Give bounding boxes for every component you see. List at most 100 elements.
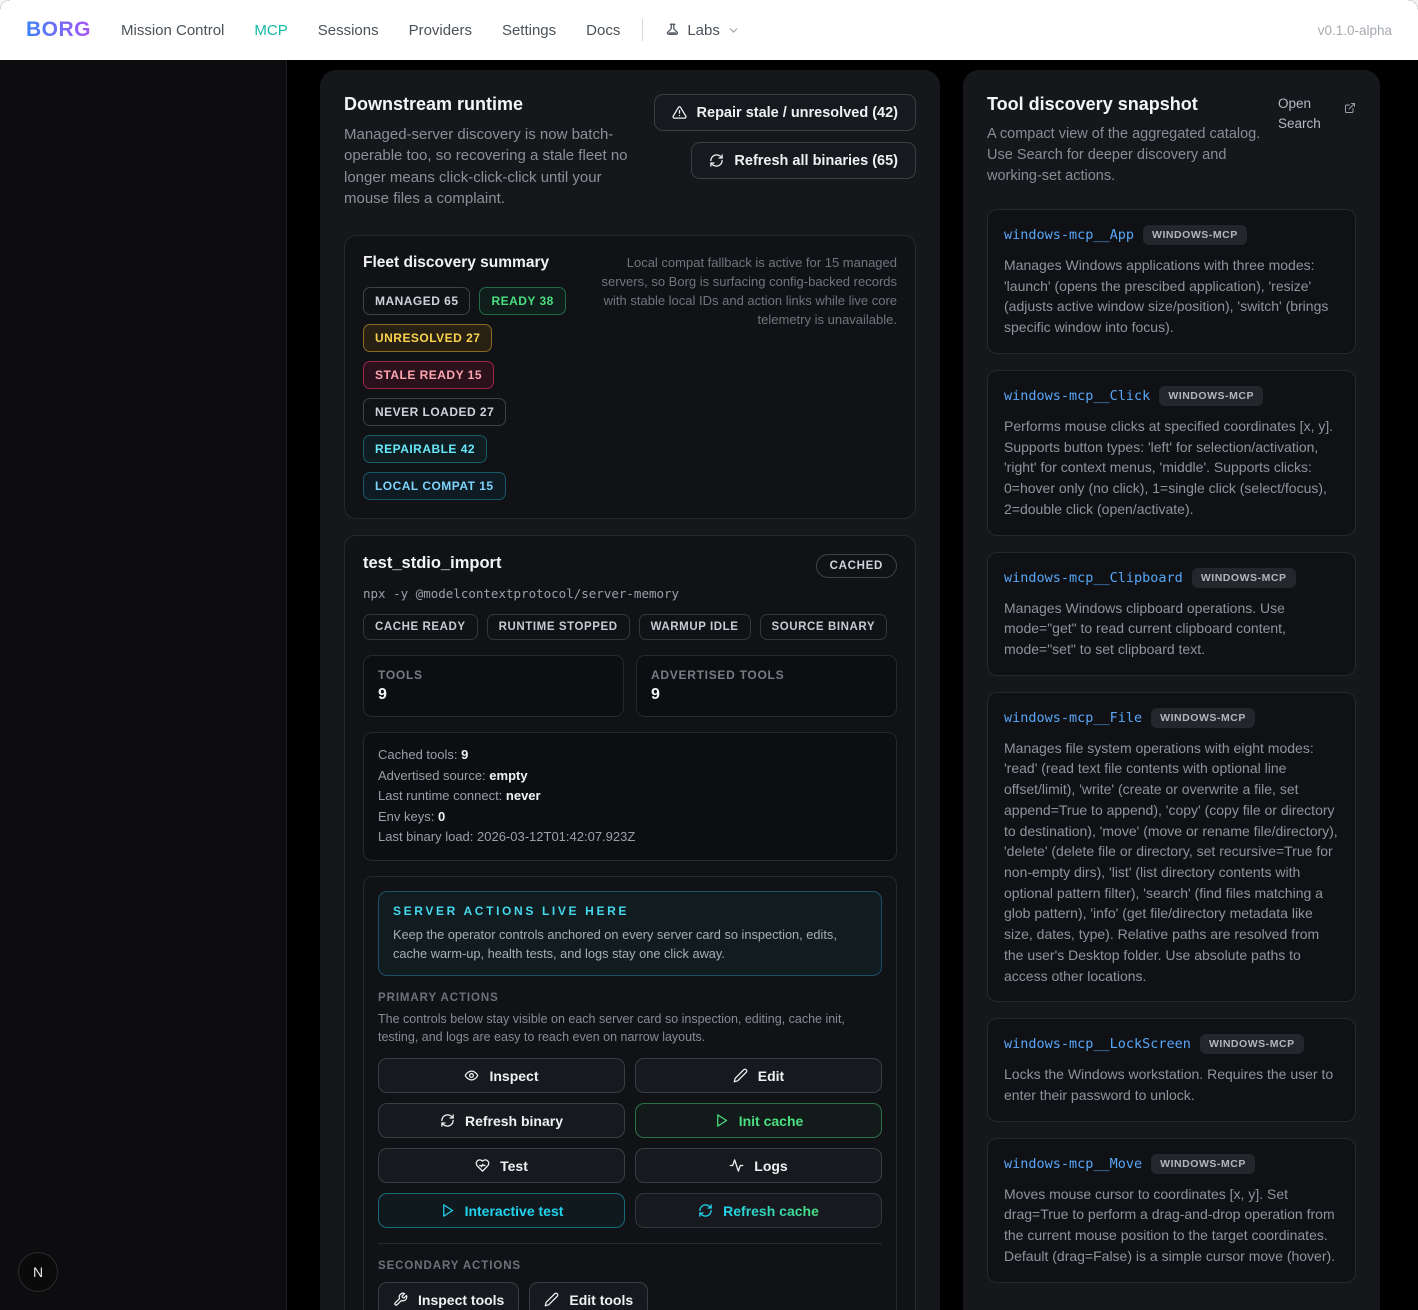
eye-icon [464, 1068, 479, 1083]
detail-value: 0 [437, 808, 446, 824]
nav-item-docs[interactable]: Docs [586, 21, 621, 39]
stat-label: ADVERTISED TOOLS [651, 668, 785, 683]
refresh-cache-button[interactable]: Refresh cache [635, 1193, 882, 1229]
edit-button[interactable]: Edit [635, 1058, 882, 1094]
tool-source-badge: WINDOWS-MCP [1151, 707, 1255, 728]
server-card: test_stdio_import CACHED npx -y @modelco… [344, 535, 916, 1310]
actions-divider [378, 1243, 882, 1245]
button-label: Inspect [489, 1067, 539, 1084]
labs-menu[interactable]: Labs [665, 22, 740, 39]
tool-name[interactable]: windows-mcp__Move [1004, 1155, 1143, 1172]
borg-logo: BORG [26, 18, 91, 41]
primary-actions-label: PRIMARY ACTIONS [378, 992, 499, 1005]
button-label: Inspect tools [418, 1291, 505, 1308]
init-cache-button[interactable]: Init cache [635, 1103, 882, 1139]
alert-triangle-icon [671, 105, 687, 120]
fleet-summary-title: Fleet discovery summary [363, 254, 550, 272]
heart-pulse-icon [475, 1158, 490, 1173]
status-chip-cache-ready: CACHE READY [363, 614, 478, 641]
runtime-actions: Repair stale / unresolved (42) Refresh al… [653, 94, 916, 209]
refresh-icon [709, 153, 724, 168]
inspect-tools-button[interactable]: Inspect tools [378, 1282, 520, 1310]
repair-stale-unresolved-button[interactable]: Repair stale / unresolved (42) [653, 94, 916, 131]
pencil-icon [544, 1292, 559, 1307]
tool-name[interactable]: windows-mcp__File [1004, 709, 1143, 726]
tool-description: Performs mouse clicks at specified coord… [1004, 417, 1334, 517]
tool-card-windows-mcp-lockscreen: windows-mcp__LockScreen WINDOWS-MCP Locks … [987, 1018, 1356, 1122]
refresh-icon [698, 1203, 713, 1218]
button-label: Logs [754, 1157, 788, 1174]
status-chip-warmup-idle: WARMUP IDLE [638, 614, 751, 641]
tool-source-badge: WINDOWS-MCP [1143, 225, 1247, 246]
tool-source-badge: WINDOWS-MCP [1159, 385, 1263, 406]
downstream-description: Managed-server discovery is now batch-op… [344, 126, 628, 207]
inspect-button[interactable]: Inspect [378, 1058, 625, 1094]
fleet-badge-local-compat-15: LOCAL COMPAT 15 [363, 472, 506, 501]
button-label: Interactive test [464, 1202, 564, 1219]
detail-label: Advertised source: [378, 767, 490, 783]
tool-card-windows-mcp-click: windows-mcp__Click WINDOWS-MCP Performs mo… [987, 369, 1356, 536]
avatar[interactable]: N [18, 1252, 58, 1292]
callout-title: SERVER ACTIONS LIVE HERE [393, 903, 630, 918]
fleet-badge-managed-65: MANAGED 65 [363, 287, 471, 316]
fleet-badges: MANAGED 65 READY 38 UNRESOLVED 27 STALE REA… [363, 287, 583, 501]
button-label: Refresh all binaries (65) [734, 152, 898, 169]
pencil-icon [733, 1068, 748, 1083]
status-chip-runtime-stopped: RUNTIME STOPPED [486, 614, 630, 641]
fleet-badge-unresolved-27: UNRESOLVED 27 [363, 324, 493, 353]
stat-label: TOOLS [378, 668, 423, 683]
fleet-badge-never-loaded-27: NEVER LOADED 27 [363, 398, 507, 427]
labs-label: Labs [687, 21, 720, 39]
fleet-summary-card: Fleet discovery summary MANAGED 65 READY … [344, 235, 916, 520]
detail-label: Last binary load: [378, 829, 478, 845]
server-command: npx -y @modelcontextprotocol/server-memo… [363, 586, 680, 602]
stat-box-advertised-tools: ADVERTISED TOOLS 9 [636, 655, 897, 718]
cached-badge: CACHED [815, 554, 897, 579]
button-label: Refresh cache [723, 1202, 819, 1219]
detail-value: 9 [461, 747, 469, 763]
detail-line-advertised-source: Advertised source: empty [378, 766, 882, 787]
nav-item-providers[interactable]: Providers [408, 21, 472, 39]
status-chip-source-binary: SOURCE BINARY [759, 614, 888, 641]
refresh-all-binaries-button[interactable]: Refresh all binaries (65) [691, 142, 916, 179]
detail-line-cached-tools: Cached tools: 9 [378, 745, 882, 766]
logs-button[interactable]: Logs [635, 1148, 882, 1184]
detail-line-env-keys: Env keys: 0 [378, 807, 882, 828]
tool-card-windows-mcp-move: windows-mcp__Move WINDOWS-MCP Moves mouse … [987, 1137, 1356, 1283]
open-search-label: Open Search [1278, 96, 1321, 131]
nav-item-settings[interactable]: Settings [501, 21, 557, 39]
tool-name[interactable]: windows-mcp__App [1004, 227, 1135, 244]
tool-description: Manages Windows applications with three … [1004, 257, 1329, 336]
nav-item-mission-control[interactable]: Mission Control [121, 21, 225, 39]
tool-description: Locks the Windows workstation. Requires … [1004, 1066, 1334, 1104]
server-actions-callout: SERVER ACTIONS LIVE HERE Keep the operat… [378, 890, 882, 977]
tool-description: Moves mouse cursor to coordinates [x, y]… [1004, 1185, 1336, 1264]
downstream-runtime-panel: Downstream runtime Managed-server discov… [320, 70, 940, 1310]
tool-name[interactable]: windows-mcp__Clipboard [1004, 569, 1183, 586]
chevron-down-icon [727, 24, 740, 37]
nav-item-mcp[interactable]: MCP [254, 21, 288, 39]
stat-box-tools: TOOLS 9 [363, 655, 624, 718]
button-label: Init cache [738, 1112, 804, 1129]
nav-item-sessions[interactable]: Sessions [317, 21, 379, 39]
callout-description: Keep the operator controls anchored on e… [393, 926, 837, 962]
button-label: Refresh binary [464, 1112, 564, 1129]
tool-name[interactable]: windows-mcp__Click [1004, 387, 1151, 404]
nav-items: Mission Control MCP Sessions Providers Setti… [121, 22, 620, 39]
edit-tools-button[interactable]: Edit tools [529, 1282, 649, 1310]
button-label: Test [500, 1157, 528, 1174]
tool-name[interactable]: windows-mcp__LockScreen [1004, 1036, 1191, 1053]
detail-value: 2026-03-12T01:42:07.923Z [477, 829, 636, 845]
detail-label: Cached tools: [378, 747, 462, 763]
fleet-badge-stale-ready-15: STALE READY 15 [363, 361, 494, 390]
server-status-chips: CACHE READY RUNTIME STOPPED WARMUP IDLE SOU… [363, 614, 897, 641]
fleet-summary-note: Local compat fallback is active for 15 m… [601, 255, 897, 327]
open-search-link[interactable]: Open Search [1278, 94, 1356, 187]
play-icon [714, 1113, 729, 1128]
test-button[interactable]: Test [378, 1148, 625, 1184]
button-label: Edit [757, 1067, 785, 1084]
interactive-test-button[interactable]: Interactive test [378, 1193, 625, 1229]
refresh-binary-button[interactable]: Refresh binary [378, 1103, 625, 1139]
